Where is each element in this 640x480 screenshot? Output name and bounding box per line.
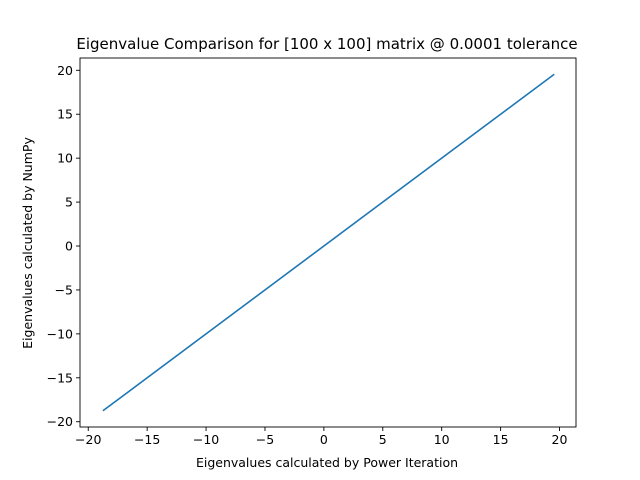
x-tick-label-4: 0 [320,432,328,447]
x-axis-label: Eigenvalues calculated by Power Iteratio… [196,455,458,470]
y-tick-label-6: 10 [57,151,73,166]
y-tick-label-5: 5 [65,195,73,210]
x-tick-label-2: −10 [193,432,219,447]
x-tick-label-1: −15 [134,432,160,447]
y-tick-label-3: −5 [55,282,73,297]
x-tick-label-0: −20 [75,432,101,447]
x-tick-label-3: −5 [256,432,274,447]
chart-title: Eigenvalue Comparison for [100 x 100] ma… [76,35,577,53]
series-line-0 [102,73,555,412]
y-tick-label-8: 20 [57,63,73,78]
axes-frame [79,57,577,428]
y-tick-label-1: −15 [47,370,73,385]
y-tick-label-7: 15 [57,107,73,122]
y-axis-label: Eigenvalues calculated by NumPy [20,137,35,349]
plot-area: −20 −15 −10 −5 0 5 10 15 20 −20 −15 −10 −5 0 5 10 15 20 [47,57,577,447]
y-tick-label-4: 0 [65,239,73,254]
x-tick-label-8: 20 [552,432,568,447]
x-tick-label-7: 15 [493,432,509,447]
x-tick-label-5: 5 [379,432,387,447]
x-tick-label-6: 10 [434,432,450,447]
y-tick-label-0: −20 [47,414,73,429]
y-tick-label-2: −10 [47,326,73,341]
